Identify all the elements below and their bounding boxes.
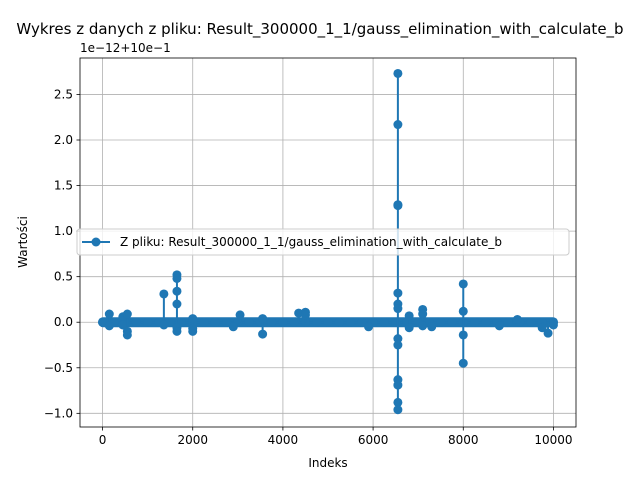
x-tick-label: 4000 (268, 433, 299, 447)
data-point (118, 320, 128, 330)
y-tick-label: 0.5 (54, 270, 73, 284)
data-point (512, 314, 522, 324)
data-point (548, 320, 558, 330)
legend-entry-label: Z pliku: Result_300000_1_1/gauss_elimina… (120, 235, 502, 249)
x-tick-label: 10000 (534, 433, 572, 447)
data-point (393, 68, 403, 78)
data-point (526, 317, 536, 327)
data-point (346, 317, 356, 327)
data-point (393, 120, 403, 130)
y-axis-label: Wartości (16, 216, 30, 268)
data-point (228, 322, 238, 332)
data-point (98, 317, 108, 327)
data-point (404, 323, 414, 333)
y-axis: −1.0 −0.5 0.0 0.5 1.0 1.5 2.0 2.5 (44, 87, 80, 420)
data-point (436, 317, 446, 327)
data-point (494, 321, 504, 331)
data-point (159, 320, 169, 330)
data-point (210, 317, 220, 327)
data-point (458, 358, 468, 368)
data-point (294, 308, 304, 318)
legend-marker-sample (91, 237, 101, 247)
chart-title: Wykres z danych z pliku: Result_300000_1… (16, 20, 623, 39)
data-point (258, 314, 268, 324)
data-point (418, 309, 428, 319)
data-point (278, 317, 288, 327)
data-point (172, 286, 182, 296)
data-point (222, 317, 232, 327)
data-point (447, 317, 457, 327)
data-point (470, 317, 480, 327)
data-point (393, 397, 403, 407)
data-point (258, 329, 268, 339)
data-point (334, 317, 344, 327)
data-layer (98, 68, 558, 415)
data-point (458, 330, 468, 340)
data-point (172, 273, 182, 283)
data-point (427, 322, 437, 332)
data-point (458, 279, 468, 289)
y-tick-label: −0.5 (44, 361, 73, 375)
data-point (379, 317, 389, 327)
y-offset-text: 1e−12+10e−1 (80, 41, 171, 55)
data-point (199, 317, 209, 327)
data-point (393, 288, 403, 298)
data-point (159, 289, 169, 299)
data-point (364, 322, 374, 332)
data-point (393, 340, 403, 350)
data-point (418, 321, 428, 331)
data-point (458, 306, 468, 316)
x-tick-label: 8000 (448, 433, 479, 447)
x-tick-label: 6000 (358, 433, 389, 447)
data-point (188, 314, 198, 324)
data-point (393, 304, 403, 314)
data-point (393, 380, 403, 390)
data-point (143, 317, 153, 327)
data-point (104, 309, 114, 319)
data-point (393, 405, 403, 415)
data-point (235, 310, 245, 320)
y-tick-label: 2.5 (54, 87, 73, 101)
data-point (393, 334, 403, 344)
data-point (537, 323, 547, 333)
legend: Z pliku: Result_300000_1_1/gauss_elimina… (76, 228, 570, 256)
y-tick-label: 1.5 (54, 179, 73, 193)
data-point (172, 299, 182, 309)
data-point (188, 326, 198, 336)
data-point (543, 328, 553, 338)
data-point (393, 201, 403, 211)
data-point (104, 321, 114, 331)
data-point (300, 310, 310, 320)
data-point (131, 317, 141, 327)
y-tick-label: 2.0 (54, 133, 73, 147)
y-tick-label: 1.0 (54, 224, 73, 238)
x-tick-label: 2000 (177, 433, 208, 447)
data-point (289, 317, 299, 327)
data-point (323, 317, 333, 327)
y-tick-label: 0.0 (54, 315, 73, 329)
data-point (244, 317, 254, 327)
x-tick-label: 0 (99, 433, 107, 447)
data-point (122, 309, 132, 319)
data-point (357, 317, 367, 327)
data-point (503, 317, 513, 327)
x-axis: 0 2000 4000 6000 8000 10000 (99, 427, 573, 447)
data-point (312, 317, 322, 327)
data-point (172, 326, 182, 336)
data-point (404, 311, 414, 321)
data-point (481, 317, 491, 327)
x-axis-label: Indeks (308, 456, 347, 470)
data-point (267, 317, 277, 327)
y-tick-label: −1.0 (44, 406, 73, 420)
legend-box (76, 228, 570, 256)
data-point (122, 330, 132, 340)
